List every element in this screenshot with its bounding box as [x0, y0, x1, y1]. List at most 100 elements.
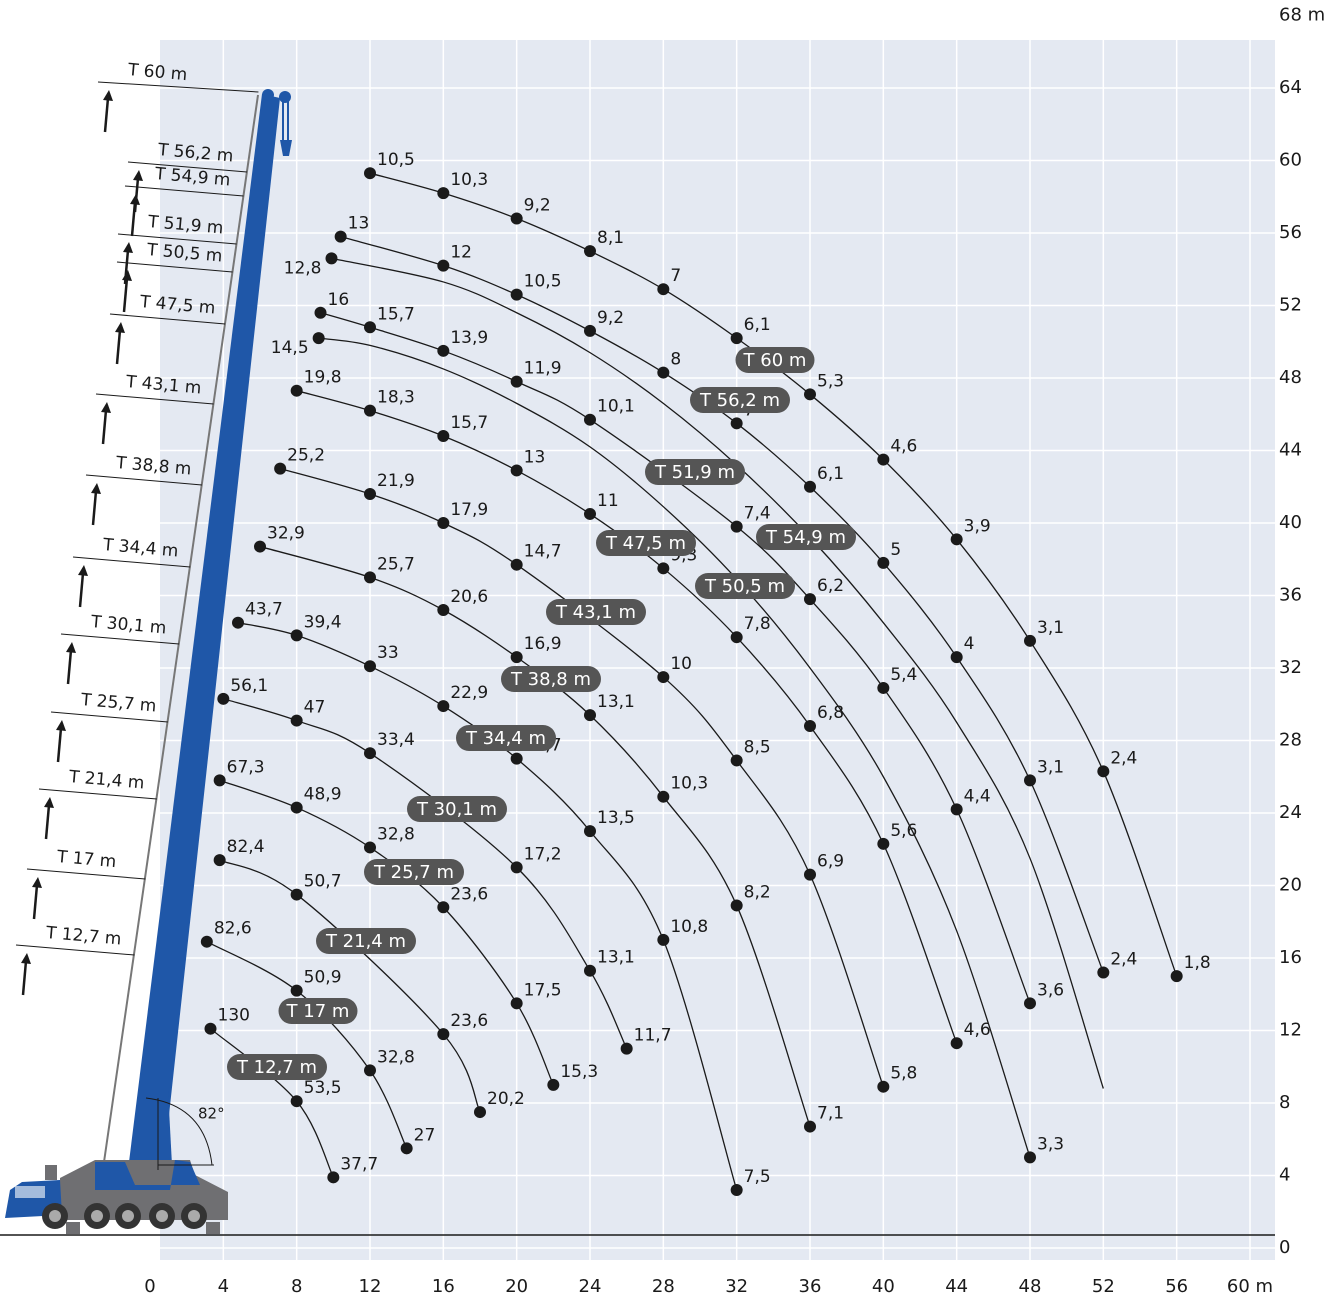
load-point [730, 754, 743, 767]
load-point [950, 1037, 963, 1050]
arrow-head [44, 797, 54, 808]
load-point [510, 651, 523, 664]
hook [280, 140, 292, 156]
load-point [584, 825, 596, 838]
load-point [877, 1080, 890, 1093]
x-tick-label: 52 [1092, 1276, 1115, 1297]
load-label: 7,8 [744, 614, 771, 634]
y-tick-label: 36 [1279, 585, 1302, 606]
arrow-shaft [103, 97, 110, 133]
load-label: 6,2 [817, 576, 844, 596]
load-label: 32,8 [377, 1047, 415, 1067]
load-point [950, 533, 963, 546]
y-tick-label: 56 [1279, 222, 1302, 243]
load-point [804, 593, 816, 606]
boom-length-label: T 25,7 m [79, 690, 157, 717]
arrow-shaft [101, 409, 108, 445]
arrow-head [66, 642, 76, 653]
load-label: 32,8 [377, 824, 415, 844]
load-label: 10,3 [450, 170, 488, 190]
hub [91, 1210, 103, 1222]
load-point [730, 899, 743, 912]
x-tick-label: 48 [1019, 1276, 1042, 1297]
crane [5, 89, 292, 1234]
y-tick-label: 48 [1279, 367, 1302, 388]
boom-leader [117, 233, 237, 245]
load-label: 7 [670, 266, 681, 286]
angle-arc [145, 1097, 213, 1166]
load-label: 13,5 [597, 808, 635, 828]
arrow-head [123, 242, 133, 253]
boom-length-label: T 21,4 m [67, 767, 145, 794]
hub [122, 1210, 134, 1222]
load-point [364, 167, 376, 180]
boom-leader [50, 711, 168, 723]
load-point [657, 790, 670, 803]
load-point [437, 187, 450, 200]
arrow-head [32, 877, 42, 888]
plot-background [160, 40, 1275, 1260]
arrow-shaft [66, 649, 73, 685]
x-tick-label: 56 [1165, 1276, 1188, 1297]
arrow-head [21, 953, 31, 964]
arrow-head [122, 270, 132, 281]
load-label: 7,5 [744, 1167, 771, 1187]
load-point [437, 1028, 450, 1041]
load-point [312, 332, 325, 345]
load-label: 13,9 [450, 328, 488, 348]
load-point [584, 413, 596, 426]
arrow-shaft [122, 277, 129, 313]
load-label: 10,5 [377, 150, 415, 170]
load-point [437, 430, 450, 442]
load-point [510, 212, 523, 225]
outrigger [206, 1222, 220, 1234]
load-label: 11 [597, 491, 619, 511]
load-label: 130 [218, 1006, 250, 1026]
arrow-shaft [91, 490, 98, 526]
load-label: 4,4 [964, 786, 991, 806]
load-point [1024, 1151, 1036, 1164]
load-label: 11,7 [634, 1026, 672, 1046]
arrow-shaft [32, 884, 39, 920]
y-tick-label: 28 [1279, 730, 1302, 751]
load-label: 12 [450, 243, 472, 263]
load-label: 1,8 [1184, 953, 1211, 973]
boom-length-tag [227, 1054, 327, 1080]
load-point [437, 517, 450, 529]
boom-length-tag [407, 796, 507, 822]
load-point [620, 1042, 633, 1055]
x-tick-label: 20 [505, 1276, 528, 1297]
load-point [584, 709, 596, 722]
load-label: 8,1 [597, 228, 624, 248]
arrow-shaft [44, 804, 51, 840]
x-tick-label: 36 [799, 1276, 822, 1297]
load-label: 50,9 [304, 968, 342, 988]
load-label: 3,1 [1037, 618, 1064, 638]
load-label: 10,3 [670, 774, 708, 794]
boom [128, 94, 280, 1170]
load-point [437, 604, 450, 616]
boom-length-tag [278, 998, 358, 1024]
x-tick-label: 40 [872, 1276, 895, 1297]
arrow-head [78, 565, 88, 576]
arrow-head [56, 720, 66, 731]
boom-length-tag-label: T 56,2 m [699, 390, 780, 411]
load-point [510, 464, 523, 477]
load-point [510, 375, 523, 388]
load-label: 8,2 [744, 882, 771, 902]
load-curve [340, 235, 1104, 973]
load-point [730, 631, 743, 644]
load-point [314, 306, 327, 319]
boom-length-tag-label: T 50,5 m [704, 576, 785, 597]
load-label: 13,1 [597, 948, 635, 968]
load-label: 3,6 [1037, 980, 1064, 1000]
boom-leader [72, 556, 191, 568]
boom-length-tag [364, 859, 464, 885]
y-tick-label: 16 [1279, 947, 1302, 968]
load-point [510, 752, 523, 765]
load-label: 32,9 [267, 524, 305, 544]
x-tick-label: 4 [218, 1276, 229, 1297]
load-label: 23,6 [450, 1011, 488, 1031]
load-point [950, 651, 963, 664]
